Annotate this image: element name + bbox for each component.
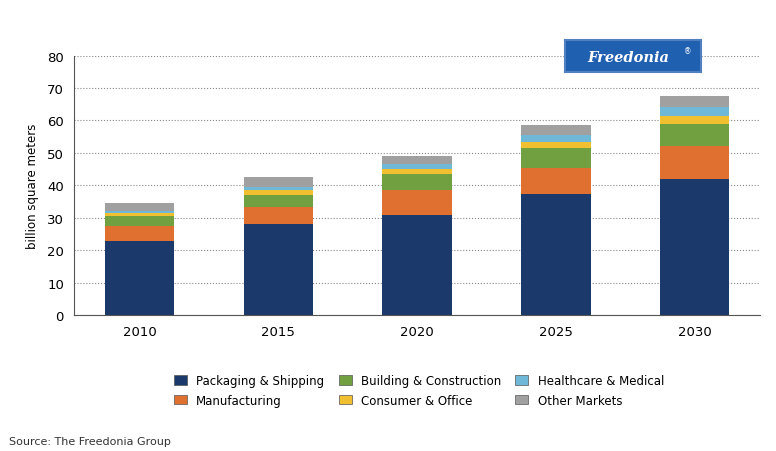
Y-axis label: billion square meters: billion square meters [26, 124, 39, 249]
Bar [244, 188, 313, 191]
Text: Source: The Freedonia Group: Source: The Freedonia Group [9, 436, 171, 446]
Bar [244, 225, 313, 316]
Bar [105, 226, 175, 241]
Bar [383, 191, 452, 215]
Text: Figure 11-1 | Global Pressure Sensitive Tape Demand by Market, 2010 – 2030 (bill: Figure 11-1 | Global Pressure Sensitive … [9, 11, 638, 23]
Bar [383, 215, 452, 316]
Bar [105, 217, 175, 226]
Bar [660, 179, 729, 316]
Text: Freedonia: Freedonia [587, 51, 670, 64]
Bar [383, 165, 452, 170]
Bar [383, 175, 452, 191]
Bar [521, 149, 591, 168]
Bar [660, 147, 729, 179]
Bar [521, 126, 591, 136]
Bar [660, 108, 729, 116]
Bar [244, 196, 313, 207]
Bar [521, 142, 591, 149]
Bar [660, 97, 729, 108]
Bar [383, 170, 452, 175]
Bar [105, 241, 175, 316]
Bar [105, 204, 175, 212]
Bar [521, 136, 591, 142]
Text: ®: ® [684, 47, 692, 56]
Bar [660, 124, 729, 147]
Bar [244, 178, 313, 188]
Bar [521, 194, 591, 316]
Bar [244, 191, 313, 196]
Bar [244, 207, 313, 225]
Bar [383, 157, 452, 165]
Bar [105, 212, 175, 214]
Bar [660, 116, 729, 124]
Bar [105, 214, 175, 217]
Bar [521, 168, 591, 194]
Legend: Packaging & Shipping, Manufacturing, Building & Construction, Consumer & Office,: Packaging & Shipping, Manufacturing, Bui… [174, 374, 664, 407]
